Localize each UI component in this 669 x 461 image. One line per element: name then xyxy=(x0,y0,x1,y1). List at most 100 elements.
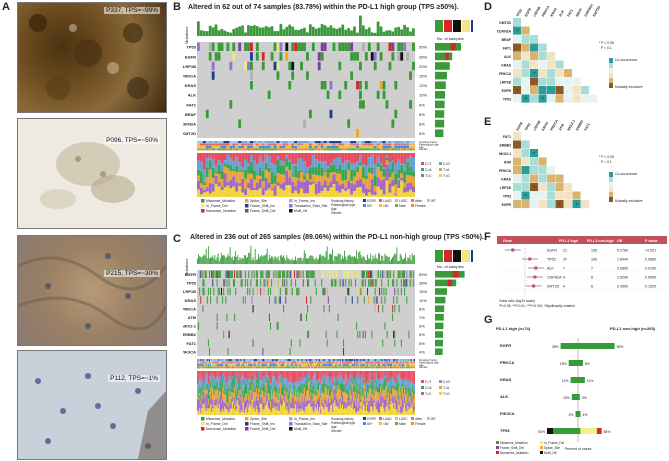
mutation-legend-swatch xyxy=(245,204,249,208)
burden-bar xyxy=(206,258,208,264)
clinical-cell xyxy=(331,361,333,364)
titv-segment xyxy=(197,376,199,385)
titv-segment xyxy=(229,408,231,415)
titv-segment xyxy=(325,371,327,382)
titv-segment xyxy=(403,379,405,388)
mutation-cell xyxy=(283,305,285,313)
titv-segment xyxy=(348,400,350,403)
titv-segment xyxy=(302,383,304,395)
clinical-cell xyxy=(383,361,385,364)
titv-segment xyxy=(197,175,200,181)
mutation-cell xyxy=(297,270,299,278)
clinical-cell xyxy=(387,363,389,366)
mutation-cell xyxy=(327,296,329,304)
titv-segment xyxy=(279,165,283,175)
titv-segment xyxy=(405,394,407,403)
clinical-cell xyxy=(211,363,213,366)
titv-segment xyxy=(220,403,223,411)
gene-name-label: PRKCA xyxy=(183,306,196,311)
titv-segment xyxy=(355,411,357,415)
clinical-cell xyxy=(350,141,354,144)
heatmap-cell xyxy=(538,183,547,192)
clinical-cell xyxy=(392,363,394,366)
titv-segment xyxy=(352,401,354,410)
clinical-cell xyxy=(229,141,233,144)
clinical-cell xyxy=(202,359,204,362)
clinical-cell xyxy=(356,359,358,362)
mutation-cell xyxy=(356,129,359,138)
mutation-cell xyxy=(376,42,380,51)
titv-segment xyxy=(220,410,223,415)
comparison-legend-swatch xyxy=(540,446,543,449)
mutation-cell xyxy=(220,42,224,51)
clinical-cell xyxy=(243,363,245,366)
clinical-legend-swatch xyxy=(411,204,414,207)
clinical-cell xyxy=(207,361,209,364)
burden-bar xyxy=(371,260,373,264)
clinical-cell xyxy=(358,366,360,369)
titv-segment xyxy=(208,169,212,184)
titv-segment xyxy=(232,161,236,170)
titv-segment xyxy=(367,153,371,158)
titv-segment xyxy=(251,383,253,392)
clinical-cell xyxy=(357,361,359,364)
titv-segment xyxy=(324,404,326,415)
burden-bar xyxy=(274,256,276,264)
clinical-cell xyxy=(317,366,320,369)
mutation-cell xyxy=(217,42,221,51)
clinical-cell xyxy=(271,359,273,362)
clinical-cell xyxy=(216,363,218,366)
titv-segment xyxy=(388,392,390,404)
mutation-cell xyxy=(279,296,281,304)
mutation-cell xyxy=(369,270,371,278)
titv-segment xyxy=(383,408,385,415)
mutation-cell xyxy=(264,279,266,287)
panel-d-cooccurrence-heatmap: TP53 EGFR LRP1B PRKCA KRAS ALK FAT1 BRAF CDKN2AK… xyxy=(497,4,643,103)
titv-segment xyxy=(238,169,242,172)
clinical-cell xyxy=(243,366,245,369)
mutation-cell xyxy=(217,270,219,278)
clinical-cell xyxy=(302,359,304,362)
titv-segment xyxy=(219,412,221,415)
titv-segment xyxy=(344,380,346,385)
titv-segment xyxy=(288,159,292,162)
clinical-legend-swatch xyxy=(411,199,414,202)
titv-segment xyxy=(208,153,212,158)
clinical-cell xyxy=(365,361,368,364)
clinical-cell xyxy=(370,363,372,366)
clinical-cell xyxy=(306,366,308,369)
gene-frequency-bar xyxy=(435,52,453,61)
mutation-legend-swatch xyxy=(201,204,205,208)
titv-segment xyxy=(381,371,383,378)
titv-segment xyxy=(382,167,386,169)
titv-segment xyxy=(316,389,318,401)
titv-segment xyxy=(241,396,243,405)
clinical-cell xyxy=(292,361,295,364)
titv-segment xyxy=(392,402,394,415)
clinical-cell xyxy=(326,148,330,151)
titv-segment xyxy=(317,378,320,383)
titv-segment xyxy=(240,410,242,415)
clinical-cell xyxy=(376,143,380,146)
titv-segment xyxy=(228,390,230,403)
mutation-cell xyxy=(286,287,288,296)
mutation-cell xyxy=(267,270,269,278)
titv-legend-swatch xyxy=(421,174,424,177)
heatmap-cell xyxy=(530,77,539,86)
clinical-cell xyxy=(275,366,277,369)
titv-segment xyxy=(361,405,363,411)
clinical-cell xyxy=(370,143,374,146)
mutation-cell xyxy=(199,287,201,296)
titv-segment xyxy=(294,385,296,396)
titv-segment xyxy=(205,394,207,412)
titv-segment xyxy=(225,385,227,393)
titv-segment xyxy=(344,392,346,402)
titv-segment xyxy=(338,192,342,197)
clinical-cell xyxy=(198,363,200,366)
titv-segment xyxy=(406,412,408,415)
titv-segment xyxy=(303,383,305,389)
clinical-cell xyxy=(375,366,377,369)
titv-segment xyxy=(365,383,368,393)
mutation-cell xyxy=(345,279,347,287)
titv-segment xyxy=(394,173,398,185)
